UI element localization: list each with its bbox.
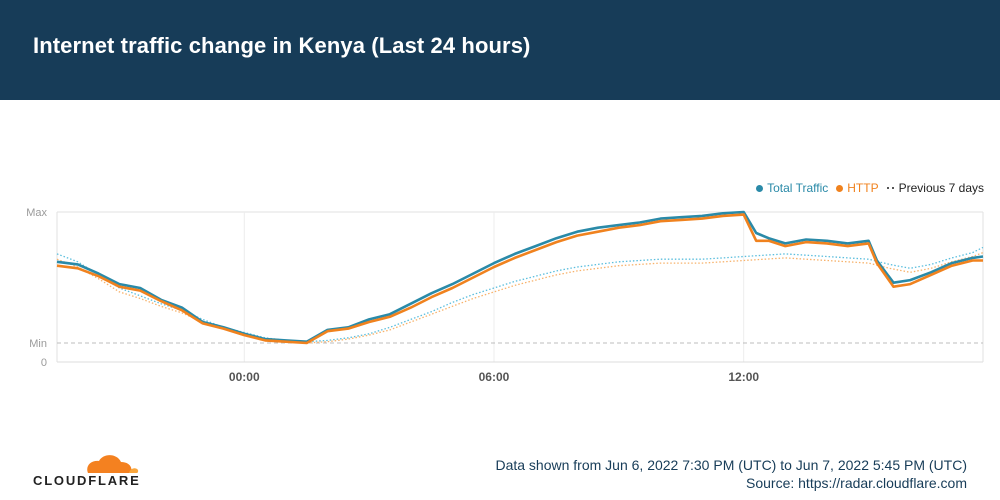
legend-item-previous-7-days[interactable]: Previous 7 days [886, 181, 984, 195]
series-line-total-traffic-previous-7-days [56, 246, 984, 343]
legend-item-total-traffic[interactable]: Total Traffic [756, 181, 828, 195]
legend-http-label: HTTP [847, 181, 879, 195]
legend-total-traffic-label: Total Traffic [767, 181, 829, 195]
legend-http-dot-icon [836, 184, 844, 192]
x-tick-label-0: 00:00 [229, 370, 260, 384]
legend-previous-7-days-label: Previous 7 days [898, 181, 984, 195]
legend-previous-dotted-line-icon [886, 187, 894, 189]
traffic-line-chart: Max Min 0 00:00 06:00 12:00 [26, 207, 984, 384]
cloudflare-logo-icon [87, 455, 139, 473]
series-line-http [56, 213, 983, 345]
y-tick-label-2: 0 [41, 357, 47, 369]
data-range-text: Data shown from Jun 6, 2022 7:30 PM (UTC… [495, 457, 967, 473]
page-title: Internet traffic change in Kenya (Last 2… [33, 33, 531, 58]
y-tick-label-1: Min [29, 338, 47, 350]
x-tick-label-1: 06:00 [479, 370, 510, 384]
legend-item-http[interactable]: HTTP [836, 181, 879, 195]
x-tick-label-2: 12:00 [728, 370, 759, 384]
chart-legend: Total Traffic HTTP Previous 7 days [748, 181, 984, 195]
y-tick-label-0: Max [26, 207, 47, 219]
source-text: Source: https://radar.cloudflare.com [746, 475, 967, 491]
series-line-http-previous-7-days [56, 251, 984, 344]
series-line-total-traffic [56, 210, 984, 343]
header-banner: Internet traffic change in Kenya (Last 2… [0, 0, 1000, 100]
legend-total-traffic-dot-icon [756, 184, 764, 192]
cloudflare-logo-text: CLOUDFLARE [33, 473, 141, 488]
